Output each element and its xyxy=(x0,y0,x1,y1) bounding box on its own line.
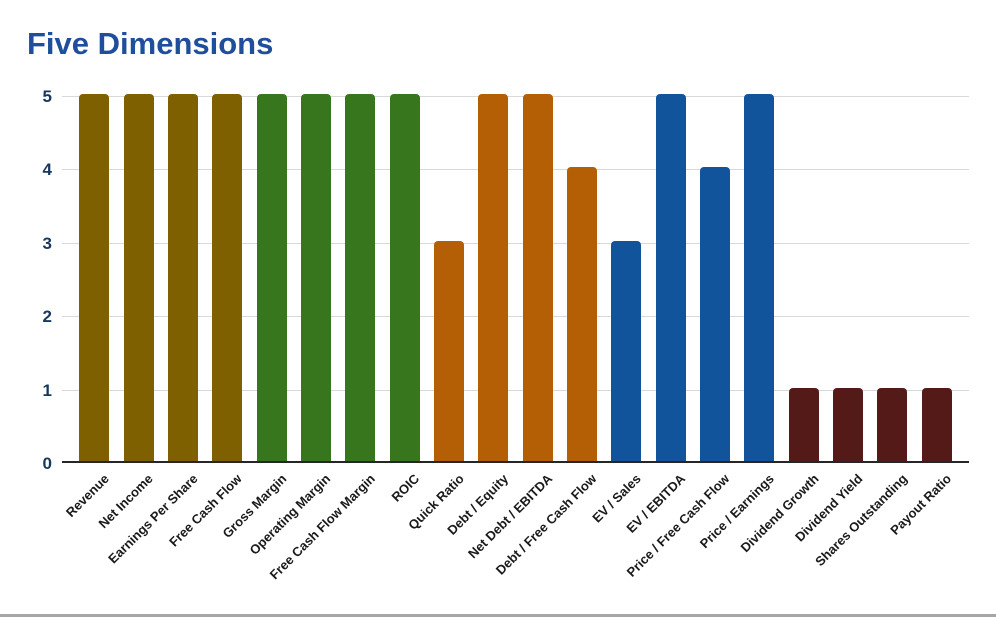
bar-quick-ratio xyxy=(433,240,464,461)
bar-shares-outstanding xyxy=(877,387,908,461)
bar-net-income xyxy=(123,94,154,461)
gridline xyxy=(62,96,969,97)
bar-ev-sales xyxy=(611,240,642,461)
chart-title: Five Dimensions xyxy=(27,26,274,61)
y-tick-label: 3 xyxy=(42,233,52,253)
gridline xyxy=(62,242,969,244)
y-tick-label: 5 xyxy=(42,87,52,106)
bar-debt-free-cash-flow xyxy=(567,167,598,461)
x-tick-label-operating-margin: Operating Margin xyxy=(246,471,334,558)
bottom-divider xyxy=(0,614,996,617)
bar-gross-margin xyxy=(256,94,287,461)
bar-dividend-yield xyxy=(833,387,864,461)
y-tick-label: 1 xyxy=(42,380,52,400)
plot-area: 0 1 2 3 4 5 Revenue Net Income Earnings Per Shar… xyxy=(43,88,969,582)
bar-price-earnings xyxy=(744,94,775,461)
y-tick-label: 0 xyxy=(42,454,52,473)
bar-ev-ebitda xyxy=(655,94,686,461)
bar-free-cash-flow-margin xyxy=(345,94,376,461)
bar-price-free-cash-flow xyxy=(700,167,731,461)
y-tick-label: 2 xyxy=(42,307,52,327)
bar-net-debt-ebitda xyxy=(522,94,553,461)
bar-earnings-per-share xyxy=(167,94,198,461)
bar-roic xyxy=(389,94,420,461)
bar-revenue xyxy=(79,94,110,461)
x-tick-label-dividend-growth: Dividend Growth xyxy=(737,471,822,556)
gridline xyxy=(62,389,969,391)
bar-free-cash-flow xyxy=(212,94,243,461)
gridline xyxy=(62,316,969,318)
bar-operating-margin xyxy=(300,94,331,461)
y-tick-label: 4 xyxy=(42,160,52,180)
bar-payout-ratio xyxy=(921,387,952,461)
gridline xyxy=(62,169,969,171)
bar-dividend-growth xyxy=(788,387,819,461)
bar-debt-equity xyxy=(478,94,509,461)
x-tick-label-roic: ROIC xyxy=(388,471,423,505)
